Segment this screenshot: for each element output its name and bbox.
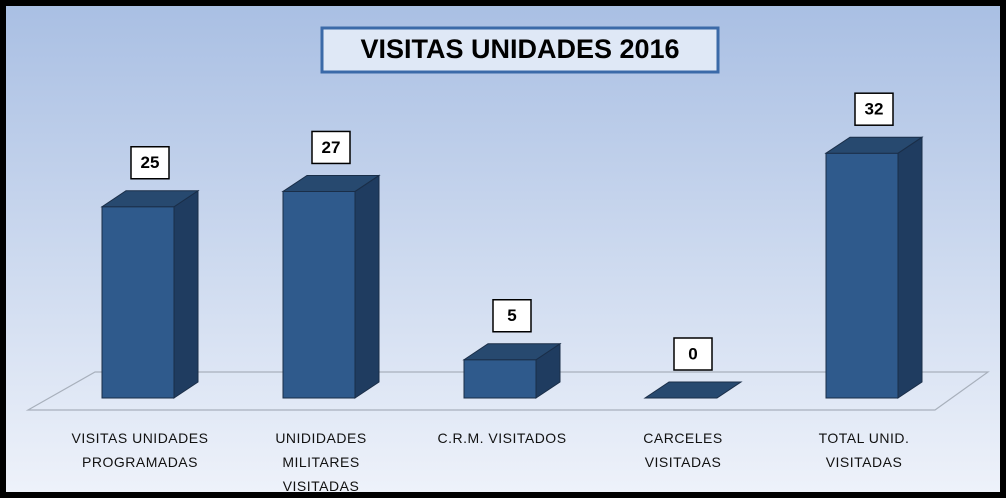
bar-side: [354, 174, 380, 399]
bar-side: [173, 189, 199, 399]
bar: [824, 136, 924, 399]
value-label-box: [311, 130, 351, 165]
bar: [462, 342, 562, 399]
x-tick-label: TOTAL UNID. VISITADAS: [819, 430, 910, 470]
x-tick-label: UNIDIDADES MILITARES VISITADAS: [275, 430, 366, 494]
bar-front: [825, 152, 899, 399]
bar-top: [100, 190, 200, 208]
value-label-box: [492, 299, 532, 333]
bar-top: [643, 381, 743, 399]
chart-title: VISITAS UNIDADES 2016: [360, 34, 679, 64]
x-tick-label: CARCELES VISITADAS: [643, 430, 722, 470]
bar-top: [824, 136, 924, 154]
bar-front: [282, 190, 356, 399]
value-label: 32: [865, 100, 884, 119]
bar: [100, 189, 200, 399]
floor: [25, 371, 990, 411]
value-label: 0: [688, 344, 697, 363]
bar-side: [897, 136, 923, 399]
value-label: 25: [141, 153, 160, 172]
value-label-box: [854, 92, 894, 126]
bar: [281, 174, 381, 399]
title-box: [320, 26, 720, 74]
bar-front: [101, 206, 175, 399]
bar-top: [462, 343, 562, 361]
value-label-box: [673, 337, 713, 371]
bar-top: [281, 174, 381, 192]
x-tick-label: VISITAS UNIDADES PROGRAMADAS: [72, 430, 209, 470]
value-label: 5: [507, 306, 516, 325]
value-label-box: [130, 146, 170, 180]
value-label: 27: [322, 138, 341, 157]
bar: [643, 381, 743, 399]
x-tick-label: C.R.M. VISITADOS: [437, 430, 566, 446]
bar-front: [463, 359, 537, 399]
